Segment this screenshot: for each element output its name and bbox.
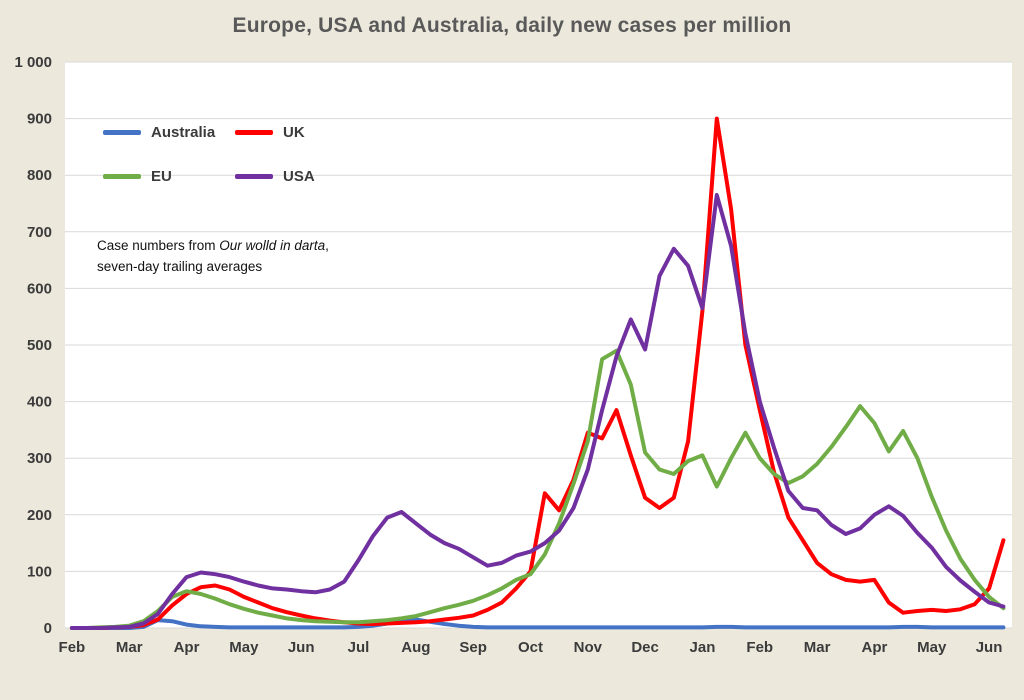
y-tick-label: 900 <box>27 111 52 128</box>
uk-line-swatch <box>235 130 273 135</box>
y-tick-label: 200 <box>27 507 52 524</box>
legend-label-usa: USA <box>283 168 315 185</box>
x-tick-label: Jun <box>288 639 315 656</box>
y-tick-label: 100 <box>27 563 52 580</box>
y-tick-label: 600 <box>27 280 52 297</box>
x-tick-label: Sep <box>459 639 487 656</box>
eu-line-swatch <box>103 174 141 179</box>
x-tick-label: Mar <box>116 639 143 656</box>
x-tick-label: Aug <box>401 639 430 656</box>
annotation-source-name: Our wolld in darta <box>219 238 326 253</box>
y-tick-label: 500 <box>27 337 52 354</box>
y-tick-label: 300 <box>27 450 52 467</box>
series-line-usa <box>69 193 1006 630</box>
x-tick-label: Dec <box>631 639 659 656</box>
annotation-prefix: Case numbers from <box>97 238 220 253</box>
y-tick-label: 400 <box>27 394 52 411</box>
x-tick-label: Feb <box>746 639 773 656</box>
series-line-eu <box>69 348 1006 630</box>
usa-line-swatch <box>235 174 273 179</box>
x-tick-label: Jul <box>348 639 370 656</box>
legend-label-australia: Australia <box>151 124 216 141</box>
y-tick-label: 1 000 <box>14 54 52 71</box>
x-tick-label: Jan <box>690 639 716 656</box>
series-line-australia <box>69 617 1006 630</box>
legend-item-usa: USA <box>235 168 315 185</box>
annotation-line2: seven-day trailing averages <box>97 258 263 274</box>
x-tick-label: Apr <box>861 639 887 656</box>
legend-item-uk: UK <box>235 124 315 141</box>
legend-label-eu: EU <box>151 168 172 185</box>
x-tick-label: Jun <box>976 639 1003 656</box>
x-tick-label: Feb <box>59 639 86 656</box>
australia-line-swatch <box>103 130 141 135</box>
x-tick-label: Apr <box>174 639 200 656</box>
x-tick-label: Nov <box>574 639 603 656</box>
legend-label-uk: UK <box>283 124 305 141</box>
x-tick-label: May <box>229 639 259 656</box>
legend-item-eu: EU <box>103 168 235 185</box>
x-tick-label: Oct <box>518 639 543 656</box>
series-line-uk <box>69 116 1006 630</box>
y-tick-label: 0 <box>44 620 52 637</box>
source-annotation: Case numbers from Our wolld in darta, se… <box>97 236 329 278</box>
x-tick-label: Mar <box>804 639 831 656</box>
y-tick-label: 800 <box>27 167 52 184</box>
annotation-suffix: , <box>325 238 329 253</box>
x-tick-label: May <box>917 639 947 656</box>
chart-title: Europe, USA and Australia, daily new cas… <box>232 14 792 37</box>
y-tick-label: 700 <box>27 224 52 241</box>
chart-legend: Australia UK EU USA <box>103 124 315 185</box>
legend-item-australia: Australia <box>103 124 235 141</box>
